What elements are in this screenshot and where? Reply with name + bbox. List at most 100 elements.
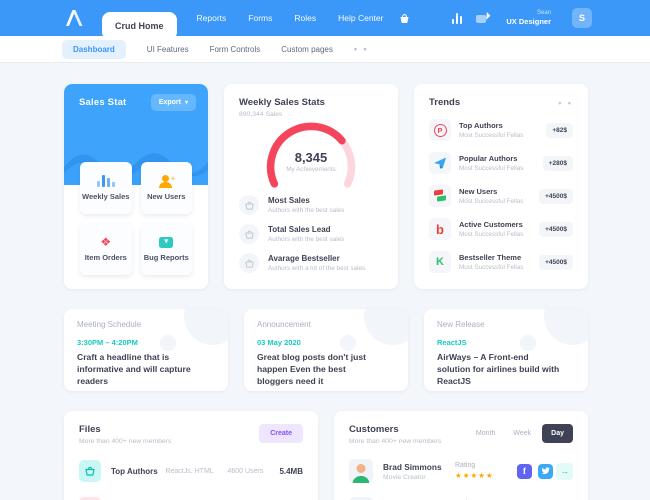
subnav-item-dashboard[interactable]: Dashboard xyxy=(62,39,126,59)
new-release-card[interactable]: New Release ReactJS AirWays – A Front-en… xyxy=(424,309,588,391)
decorative-circle xyxy=(520,335,536,351)
amount-badge: +4500$ xyxy=(539,188,573,204)
tab-crud-home[interactable]: Crud Home xyxy=(102,12,177,40)
paper-plane-icon xyxy=(429,152,451,174)
note-text: Great blog posts don't just happen Even … xyxy=(257,352,366,387)
note-label: Announcement xyxy=(257,320,311,329)
card-title: Trends xyxy=(429,97,461,108)
subnav-more-icon[interactable]: • • xyxy=(353,44,369,54)
amount-badge: +4500$ xyxy=(539,254,573,270)
note-accent: 03 May 2020 xyxy=(257,338,301,347)
facebook-icon[interactable]: f xyxy=(517,463,532,479)
sub-navbar: Dashboard UI Features Form Controls Cust… xyxy=(0,36,650,63)
nav-item-reports[interactable]: Reports xyxy=(196,13,227,23)
card-title: Weekly Sales Stats xyxy=(239,97,325,108)
avatar xyxy=(349,459,373,483)
top-navbar: Crud Home Reports Forms Roles Help Cente… xyxy=(0,0,650,40)
trend-item-popular-authors[interactable]: Popular Authors Most Successful Fellas +2… xyxy=(429,152,573,174)
trend-item-active-customers[interactable]: b Active Customers Most Successful Fellas… xyxy=(429,218,573,240)
card-title: Sales Stat xyxy=(79,97,127,108)
amount-badge: +280$ xyxy=(542,155,573,171)
user-block[interactable]: Sean UX Designer xyxy=(506,10,551,27)
tile-bug-reports[interactable]: Bug Reports xyxy=(140,223,192,275)
arrow-right-button[interactable]: → xyxy=(556,462,573,480)
star-icons: ★★★★★ xyxy=(455,471,494,480)
tile-item-orders[interactable]: ❖ Item Orders xyxy=(80,223,132,275)
meeting-schedule-card[interactable]: Meeting Schedule 3:30PM – 4:20PM Craft a… xyxy=(64,309,228,391)
basket-icon xyxy=(79,460,101,482)
list-item-avarage-bestseller[interactable]: Avarage Bestseller Authors with a lot of … xyxy=(239,253,383,273)
subnav-item-custom-pages[interactable]: Custom pages xyxy=(281,44,333,54)
card-subtitle: 890,344 Sales xyxy=(239,111,283,118)
bar-chart-icon[interactable] xyxy=(450,12,463,24)
note-text: Craft a headline that is informative and… xyxy=(77,352,191,387)
user-name: Sean xyxy=(536,9,551,16)
b-logo-icon: b xyxy=(429,218,451,240)
file-row-top-authors[interactable]: Top Authors ReactJs, HTML 4600 Users 5.4… xyxy=(79,460,303,482)
card-subtitle: More than 400+ new members xyxy=(349,438,442,445)
chevron-down-icon: ▾ xyxy=(184,100,188,106)
basket-icon xyxy=(239,195,259,215)
avatar xyxy=(349,497,373,500)
red-green-ribbon-icon xyxy=(429,185,451,207)
more-menu-icon[interactable]: • • xyxy=(558,97,573,108)
main-content: Sales Stat Export ▾ Weekly Sales + New U xyxy=(0,63,650,500)
subnav-item-form-controls[interactable]: Form Controls xyxy=(209,44,261,54)
files-card: Files More than 400+ new members Create … xyxy=(64,411,318,500)
k-logo-icon: K xyxy=(429,251,451,273)
tile-new-users[interactable]: + New Users xyxy=(140,162,192,214)
app-logo-icon[interactable] xyxy=(62,9,88,27)
trend-item-bestseller-theme[interactable]: K Bestseller Theme Most Successful Fellas… xyxy=(429,251,573,273)
diamonds-icon: ❖ xyxy=(100,235,112,249)
subnav-item-ui-features[interactable]: UI Features xyxy=(146,44,189,54)
customer-row-brad-simmons[interactable]: Brad Simmons Movie Creator Rating ★★★★★ f… xyxy=(349,459,573,483)
announcement-card[interactable]: Announcement 03 May 2020 Great blog post… xyxy=(244,309,408,391)
user-role: UX Designer xyxy=(506,17,551,27)
navbar-right: Sean UX Designer S xyxy=(398,8,592,28)
amount-badge: +4500$ xyxy=(539,221,573,237)
sales-stat-card: Sales Stat Export ▾ Weekly Sales + New U xyxy=(64,84,208,289)
note-text: AirWays – A Front-end solution for airli… xyxy=(437,352,560,387)
user-plus-icon: + xyxy=(159,174,175,188)
trends-card: Trends • • P Top Authors Most Successful … xyxy=(414,84,588,289)
gauge-value: 8,345 xyxy=(294,150,328,165)
basket-icon[interactable] xyxy=(398,12,411,25)
card-title: Customers xyxy=(349,424,399,435)
card-subtitle: More than 400+ new members xyxy=(79,438,172,445)
filter-week[interactable]: Week xyxy=(513,430,532,437)
basket-icon xyxy=(239,224,259,244)
decorative-circle xyxy=(160,335,176,351)
customers-card: Customers More than 400+ new members Mon… xyxy=(334,411,588,500)
customer-row-jessie-clarcson[interactable]: Jessie Clarcson Rating ★★★★★ f → xyxy=(349,497,573,500)
trend-item-new-users[interactable]: New Users Most Successful Fellas +4500$ xyxy=(429,185,573,207)
note-accent: ReactJS xyxy=(437,338,467,347)
list-item-most-sales[interactable]: Most Sales Authors with the best sales xyxy=(239,195,383,215)
grid-icon[interactable] xyxy=(424,12,437,25)
screen-share-icon[interactable] xyxy=(476,12,491,23)
nav-item-help-center[interactable]: Help Center xyxy=(338,13,384,23)
trend-item-top-authors[interactable]: P Top Authors Most Successful Fellas +82$ xyxy=(429,119,573,141)
twitter-icon[interactable] xyxy=(538,463,553,479)
tile-weekly-sales[interactable]: Weekly Sales xyxy=(80,162,132,214)
bar-chart-icon xyxy=(96,175,115,187)
nav-item-roles[interactable]: Roles xyxy=(294,13,317,23)
nav-item-forms[interactable]: Forms xyxy=(248,13,273,23)
rating: Rating ★★★★★ xyxy=(455,462,517,480)
export-button[interactable]: Export ▾ xyxy=(150,94,196,111)
weekly-sales-stats-card: Weekly Sales Stats 890,344 Sales 8,345 M… xyxy=(224,84,398,289)
filter-day[interactable]: Day xyxy=(542,424,573,443)
sales-tiles: Weekly Sales + New Users ❖ Item Orders B… xyxy=(80,162,192,275)
basket-icon xyxy=(239,253,259,273)
main-nav: Reports Forms Roles Help Center xyxy=(197,13,384,23)
list-item-total-sales-lead[interactable]: Total Sales Lead Authors with the best sa… xyxy=(239,224,383,244)
weekly-stats-list: Most Sales Authors with the best sales To… xyxy=(239,195,383,273)
avatar[interactable]: S xyxy=(572,8,592,28)
inbox-icon xyxy=(159,236,174,248)
gauge-label: My Achievements xyxy=(286,166,336,173)
filter-month[interactable]: Month xyxy=(475,430,496,437)
decorative-circle xyxy=(340,335,356,351)
card-title: Files xyxy=(79,424,101,435)
create-button[interactable]: Create xyxy=(259,424,303,443)
product-hunt-logo-icon: P xyxy=(429,119,451,141)
achievements-gauge: 8,345 My Achievements xyxy=(255,122,367,188)
